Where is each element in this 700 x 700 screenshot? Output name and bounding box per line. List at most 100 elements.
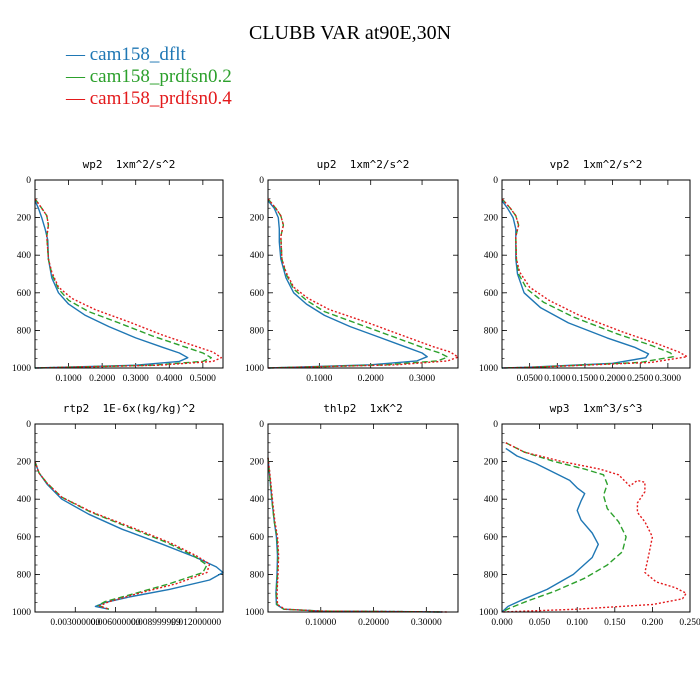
x-tick-label: 0.2000 bbox=[89, 374, 115, 384]
legend-item-prdfsn02: — cam158_prdfsn0.2 bbox=[66, 66, 232, 88]
x-tick-label: 0.20000 bbox=[358, 618, 389, 628]
series-line-1 bbox=[34, 461, 208, 610]
legend-item-prdfsn04: — cam158_prdfsn0.4 bbox=[66, 88, 232, 110]
series-line-2 bbox=[267, 457, 448, 613]
panel-0: wp2 1xm^2/s^2 0 200 400 600 800 1000 0.1000 0.20… bbox=[12, 158, 224, 384]
x-tick-label: 0.1000 bbox=[544, 374, 570, 384]
panel-title: wp2 1xm^2/s^2 bbox=[83, 158, 176, 171]
legend-swatch-dflt: — bbox=[66, 44, 90, 65]
y-tick-label: 200 bbox=[484, 214, 499, 224]
y-tick-label: 800 bbox=[484, 570, 499, 580]
series-line-0 bbox=[34, 461, 224, 610]
x-tick-label: 0.006000000 bbox=[91, 618, 141, 628]
y-tick-label: 800 bbox=[250, 570, 265, 580]
x-tick-label: 0.10000 bbox=[305, 618, 336, 628]
series-line-0 bbox=[267, 200, 428, 369]
x-tick-label: 0.000 bbox=[491, 618, 513, 628]
y-tick-label: 1000 bbox=[245, 608, 264, 618]
series-line-0 bbox=[34, 200, 189, 369]
x-tick-label: 0.100 bbox=[567, 618, 589, 628]
panel-title: thlp2 1xK^2 bbox=[323, 402, 402, 415]
plot-frame bbox=[267, 179, 459, 369]
plot-frame bbox=[34, 423, 224, 613]
y-tick-label: 800 bbox=[17, 570, 32, 580]
x-tick-label: 0.003000000 bbox=[50, 618, 100, 628]
y-tick-label: 400 bbox=[17, 495, 32, 505]
y-tick-label: 1000 bbox=[12, 364, 31, 374]
legend-label-dflt: cam158_dflt bbox=[89, 44, 186, 65]
x-tick-label: 0.008999999 bbox=[131, 618, 181, 628]
y-tick-label: 600 bbox=[17, 289, 32, 299]
y-tick-label: 200 bbox=[17, 214, 32, 224]
x-tick-label: 0.4000 bbox=[156, 374, 182, 384]
y-tick-label: 1000 bbox=[12, 608, 31, 618]
y-tick-label: 200 bbox=[17, 458, 32, 468]
panel-4: thlp2 1xK^2 0 200 400 600 800 1000 0.10000 0.200… bbox=[245, 402, 459, 628]
plot-frame bbox=[501, 423, 691, 613]
x-tick-label: 0.3000 bbox=[409, 374, 435, 384]
y-tick-label: 1000 bbox=[479, 364, 498, 374]
x-tick-label: 0.3000 bbox=[655, 374, 681, 384]
x-tick-label: 0.1000 bbox=[56, 374, 82, 384]
plot-frame bbox=[267, 423, 459, 613]
x-tick-label: 0.2000 bbox=[358, 374, 384, 384]
series-line-1 bbox=[34, 198, 212, 369]
panel-3: rtp2 1E-6x(kg/kg)^2 0 200 400 600 800 1000 0.00… bbox=[12, 402, 224, 628]
x-tick-label: 0.1500 bbox=[572, 374, 598, 384]
y-tick-label: 600 bbox=[484, 533, 499, 543]
plot-frame bbox=[34, 179, 224, 369]
y-tick-label: 600 bbox=[250, 533, 265, 543]
series-line-2 bbox=[501, 198, 688, 369]
y-tick-label: 200 bbox=[250, 214, 265, 224]
x-tick-label: 0.250 bbox=[679, 618, 700, 628]
y-tick-label: 800 bbox=[250, 326, 265, 336]
legend-label-prdfsn04: cam158_prdfsn0.4 bbox=[89, 88, 232, 109]
legend-label-prdfsn02: cam158_prdfsn0.2 bbox=[89, 66, 232, 87]
series-line-0 bbox=[267, 457, 443, 613]
series-line-1 bbox=[267, 198, 449, 369]
panel-1: up2 1xm^2/s^2 0 200 400 600 800 1000 0.1000 0.20… bbox=[245, 158, 459, 384]
panel-title: vp2 1xm^2/s^2 bbox=[550, 158, 643, 171]
y-tick-label: 0 bbox=[493, 420, 498, 430]
legend-swatch-prdfsn04: — bbox=[66, 88, 90, 109]
y-tick-label: 400 bbox=[484, 251, 499, 261]
y-tick-label: 0 bbox=[259, 176, 264, 186]
x-tick-label: 0.1000 bbox=[306, 374, 332, 384]
panel-2: vp2 1xm^2/s^2 0 200 400 600 800 1000 0.0500 0.10… bbox=[479, 158, 691, 384]
series-line-2 bbox=[267, 198, 459, 369]
series-line-0 bbox=[501, 447, 599, 613]
series-line-2 bbox=[34, 198, 222, 369]
y-tick-label: 0 bbox=[259, 420, 264, 430]
x-tick-label: 0.050 bbox=[529, 618, 551, 628]
x-tick-label: 0.2500 bbox=[627, 374, 653, 384]
x-tick-label: 0.012000000 bbox=[171, 618, 221, 628]
x-tick-label: 0.2000 bbox=[600, 374, 626, 384]
series-line-1 bbox=[501, 442, 627, 613]
y-tick-label: 400 bbox=[250, 251, 265, 261]
y-tick-label: 0 bbox=[26, 420, 31, 430]
legend: — cam158_dflt — cam158_prdfsn0.2 — cam15… bbox=[66, 44, 232, 110]
y-tick-label: 600 bbox=[250, 289, 265, 299]
x-tick-label: 0.3000 bbox=[123, 374, 149, 384]
panel-5: wp3 1xm^3/s^3 0 200 400 600 800 10000.000 0.050… bbox=[479, 402, 700, 628]
x-tick-label: 0.30000 bbox=[411, 618, 442, 628]
y-tick-label: 400 bbox=[484, 495, 499, 505]
series-line-2 bbox=[501, 442, 687, 613]
y-tick-label: 400 bbox=[17, 251, 32, 261]
series-line-1 bbox=[267, 457, 443, 613]
plot-frame bbox=[501, 179, 691, 369]
panel-title: wp3 1xm^3/s^3 bbox=[550, 402, 643, 415]
x-tick-label: 0.0500 bbox=[517, 374, 543, 384]
panel-title: rtp2 1E-6x(kg/kg)^2 bbox=[63, 402, 195, 415]
y-tick-label: 600 bbox=[484, 289, 499, 299]
series-line-0 bbox=[501, 200, 650, 369]
legend-swatch-prdfsn02: — bbox=[66, 66, 90, 87]
series-line-2 bbox=[34, 461, 211, 610]
y-tick-label: 800 bbox=[17, 326, 32, 336]
y-tick-label: 1000 bbox=[245, 364, 264, 374]
x-tick-label: 0.5000 bbox=[190, 374, 216, 384]
y-tick-label: 800 bbox=[484, 326, 499, 336]
y-tick-label: 600 bbox=[17, 533, 32, 543]
y-tick-label: 0 bbox=[493, 176, 498, 186]
